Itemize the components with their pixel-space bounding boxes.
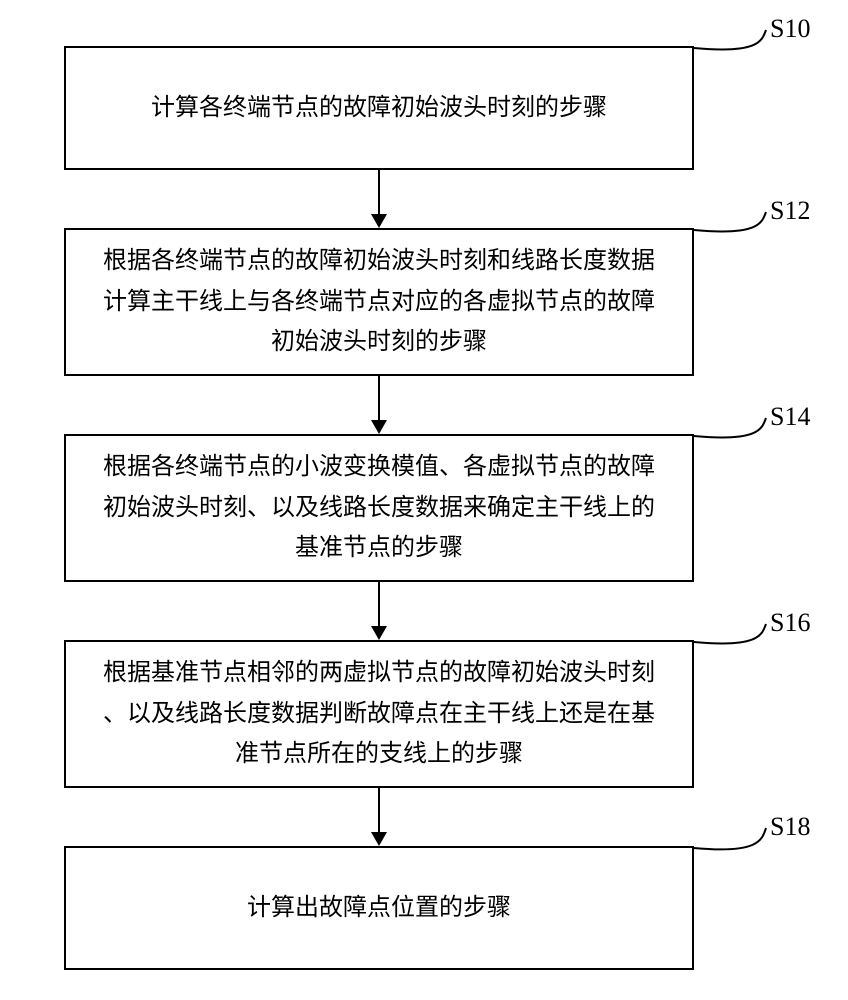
- step-text-s10: 计算各终端节点的故障初始波头时刻的步骤: [151, 88, 607, 129]
- arrow-head-icon: [371, 626, 387, 640]
- step-box-s16: 根据基准节点相邻的两虚拟节点的故障初始波头时刻 、以及线路长度数据判断故障点在主…: [64, 640, 694, 788]
- step-text-s14: 根据各终端节点的小波变换模值、各虚拟节点的故障 初始波头时刻、以及线路长度数据来…: [103, 447, 655, 569]
- arrow-head-icon: [371, 832, 387, 846]
- callout-curve-s12: [690, 182, 770, 240]
- step-box-s12: 根据各终端节点的故障初始波头时刻和线路长度数据 计算主干线上与各终端节点对应的各…: [64, 228, 694, 376]
- step-text-s18: 计算出故障点位置的步骤: [247, 888, 511, 929]
- arrow-line-3: [378, 788, 380, 832]
- callout-curve-s14: [690, 388, 770, 446]
- step-text-s12: 根据各终端节点的故障初始波头时刻和线路长度数据 计算主干线上与各终端节点对应的各…: [103, 241, 655, 363]
- arrow-head-icon: [371, 420, 387, 434]
- callout-curve-s16: [690, 594, 770, 652]
- arrow-line-0: [378, 170, 380, 214]
- step-label-s18: S18: [770, 812, 810, 842]
- step-label-s16: S16: [770, 608, 810, 638]
- step-box-s10: 计算各终端节点的故障初始波头时刻的步骤: [64, 46, 694, 170]
- step-label-s12: S12: [770, 196, 810, 226]
- arrow-line-2: [378, 582, 380, 626]
- step-label-s10: S10: [770, 14, 810, 44]
- arrow-line-1: [378, 376, 380, 420]
- step-text-s16: 根据基准节点相邻的两虚拟节点的故障初始波头时刻 、以及线路长度数据判断故障点在主…: [103, 653, 655, 775]
- step-box-s18: 计算出故障点位置的步骤: [64, 846, 694, 970]
- arrow-head-icon: [371, 214, 387, 228]
- step-box-s14: 根据各终端节点的小波变换模值、各虚拟节点的故障 初始波头时刻、以及线路长度数据来…: [64, 434, 694, 582]
- step-label-s14: S14: [770, 402, 810, 432]
- callout-curve-s10: [690, 0, 770, 58]
- callout-curve-s18: [690, 798, 770, 858]
- flowchart-container: 计算各终端节点的故障初始波头时刻的步骤 S10 根据各终端节点的故障初始波头时刻和线…: [0, 0, 848, 1000]
